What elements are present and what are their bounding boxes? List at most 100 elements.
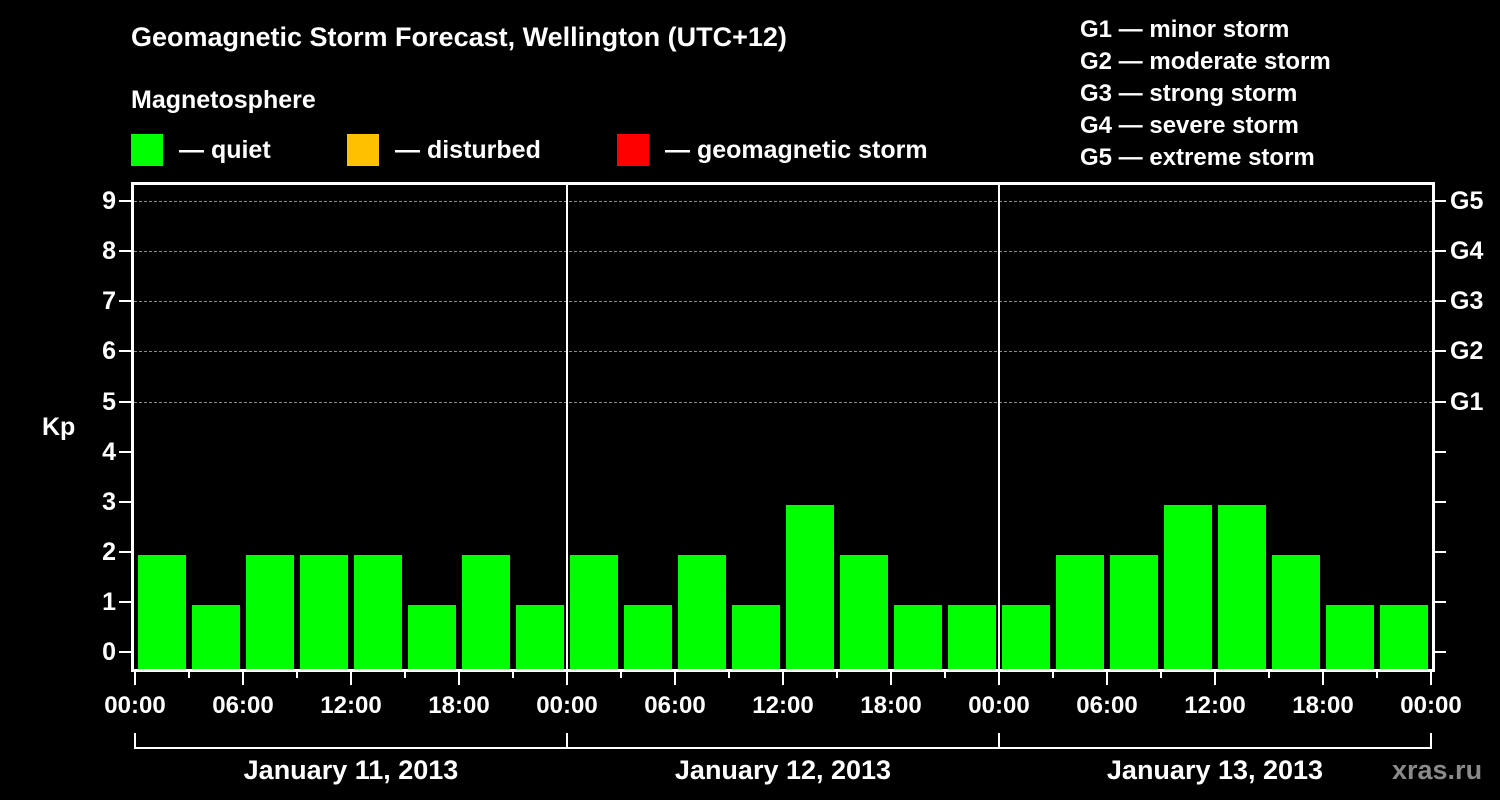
x-tick-label: 06:00 [644, 692, 706, 719]
x-tick-label: 06:00 [1076, 692, 1138, 719]
kp-bar [1164, 504, 1212, 669]
g-tick-label: G5 [1450, 187, 1484, 216]
kp-bar [354, 554, 402, 669]
kp-bar [894, 604, 942, 669]
kp-bar [732, 604, 780, 669]
g-tick-label: G1 [1450, 387, 1484, 416]
x-tick [404, 670, 406, 678]
legend-storm-label: — geomagnetic storm [665, 135, 928, 164]
x-tick [1268, 670, 1270, 678]
g-legend-item: G5 — extreme storm [1080, 144, 1315, 171]
g-legend-item: G2 — moderate storm [1080, 48, 1331, 75]
x-tick [350, 670, 352, 685]
y-tick [119, 250, 131, 253]
day-label: January 11, 2013 [243, 755, 459, 785]
y-tick-label: 7 [102, 287, 116, 316]
g-tick [1434, 450, 1446, 453]
legend-quiet: — quiet [131, 134, 271, 166]
kp-bar [1272, 554, 1320, 669]
legend-disturbed: — disturbed [347, 134, 541, 166]
kp-bar [570, 554, 618, 669]
y-tick [119, 600, 131, 603]
kp-bar [1326, 604, 1374, 669]
x-tick [620, 670, 622, 678]
x-tick-label: 12:00 [320, 692, 382, 719]
day-bracket-tick [134, 733, 136, 749]
x-tick [134, 670, 136, 685]
x-tick-label: 12:00 [1184, 692, 1246, 719]
x-tick-label: 12:00 [752, 692, 814, 719]
y-tick [119, 450, 131, 453]
g-legend-item: G4 — severe storm [1080, 112, 1299, 139]
storm-swatch-icon [617, 134, 649, 166]
legend-storm: — geomagnetic storm [617, 134, 928, 166]
x-tick-label: 18:00 [1292, 692, 1354, 719]
x-tick-label: 00:00 [1400, 692, 1462, 719]
y-tick-label: 3 [102, 487, 116, 516]
x-tick [998, 670, 1000, 685]
x-tick-label: 00:00 [536, 692, 598, 719]
x-tick [296, 670, 298, 678]
x-tick-label: 18:00 [428, 692, 490, 719]
x-tick [728, 670, 730, 678]
y-tick-label: 4 [102, 437, 116, 466]
y-tick-label: 5 [102, 387, 116, 416]
kp-bar [1380, 604, 1428, 669]
legend-quiet-label: — quiet [179, 135, 271, 164]
g-scale-legend: G1 — minor storm G2 — moderate storm G3 … [1080, 14, 1331, 174]
day-divider [998, 185, 1000, 669]
gridline [134, 401, 1432, 403]
g-tick [1434, 651, 1446, 653]
y-tick [119, 200, 131, 203]
kp-bar [516, 604, 564, 669]
y-tick [119, 550, 131, 553]
x-tick [1430, 670, 1432, 685]
day-bracket-tick [1430, 733, 1432, 749]
kp-bar [462, 554, 510, 669]
x-tick [944, 670, 946, 678]
x-tick [566, 670, 568, 685]
x-tick [188, 670, 190, 678]
g-tick [1434, 500, 1446, 503]
y-tick-label: 2 [102, 537, 116, 566]
g-legend-item: G3 — strong storm [1080, 80, 1298, 107]
g-tick [1434, 600, 1446, 603]
g-tick [1434, 550, 1446, 553]
gridline [134, 351, 1432, 353]
g-tick-label: G2 [1450, 337, 1484, 366]
day-bracket-line [134, 747, 1432, 749]
g-tick-label: G4 [1450, 237, 1484, 266]
x-tick-label: 18:00 [860, 692, 922, 719]
y-tick-label: 1 [102, 587, 116, 616]
y-tick [119, 350, 131, 353]
watermark: xras.ru [1392, 755, 1483, 785]
kp-bar [1110, 554, 1158, 669]
y-tick [119, 300, 131, 303]
y-tick-label: 6 [102, 337, 116, 366]
gridline [134, 251, 1432, 253]
y-tick [119, 400, 131, 403]
g-tick [1434, 350, 1446, 353]
x-tick [836, 670, 838, 678]
gridline [134, 201, 1432, 203]
kp-bar [678, 554, 726, 669]
kp-bar [840, 554, 888, 669]
disturbed-swatch-icon [347, 134, 379, 166]
y-axis-label: Kp [42, 413, 76, 441]
y-tick-label: 9 [102, 187, 116, 216]
y-tick [119, 651, 131, 653]
g-tick [1434, 300, 1446, 303]
kp-bar [246, 554, 294, 669]
x-tick [512, 670, 514, 678]
x-tick-label: 00:00 [968, 692, 1030, 719]
day-divider [566, 185, 568, 669]
kp-bar [1002, 604, 1050, 669]
g-tick [1434, 250, 1446, 253]
quiet-swatch-icon [131, 134, 163, 166]
x-tick [1160, 670, 1162, 678]
y-tick-label: 8 [102, 237, 116, 266]
day-label: January 13, 2013 [1106, 755, 1324, 785]
x-tick [1376, 670, 1378, 678]
kp-bar [408, 604, 456, 669]
chart-subtitle: Magnetosphere [131, 86, 316, 114]
